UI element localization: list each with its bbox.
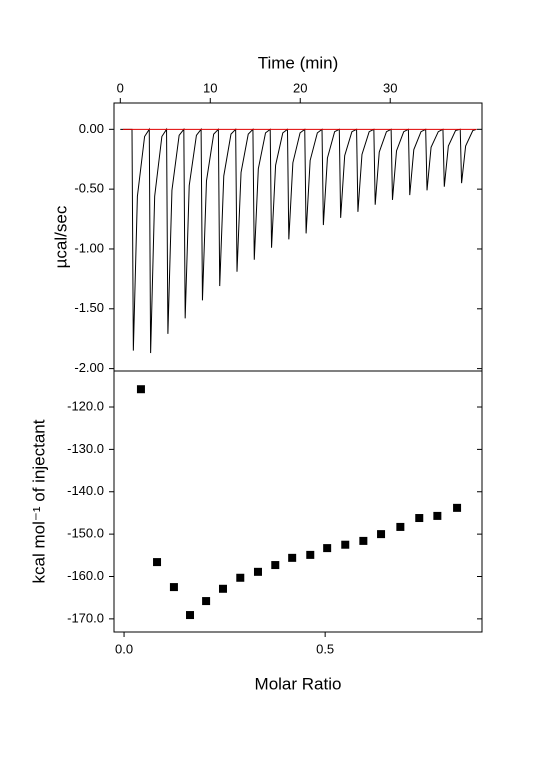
x-tick-label: 0 (117, 80, 124, 95)
point (359, 536, 368, 545)
point (153, 558, 162, 567)
point (453, 503, 462, 512)
point (169, 583, 178, 592)
point (415, 514, 424, 523)
point (136, 385, 145, 394)
point (218, 584, 227, 593)
y-tick-label: -140.0 (67, 483, 104, 498)
point (253, 567, 262, 576)
plot-frame (113, 370, 483, 633)
x-tick-label: 20 (293, 80, 307, 95)
y-tick-label: -2.00 (74, 360, 104, 375)
point (202, 597, 211, 606)
x-tick-label: 30 (383, 80, 397, 95)
y-tick-label: -120.0 (67, 398, 104, 413)
y-tick-label: -0.50 (74, 181, 104, 196)
y-tick-label: -170.0 (67, 610, 104, 625)
y-tick-label: -1.50 (74, 300, 104, 315)
x-tick-label: 0.0 (115, 641, 133, 656)
point (288, 553, 297, 562)
point (271, 561, 280, 570)
x-tick-label: 10 (203, 80, 217, 95)
y-axis-label: kcal mol⁻¹ of injectant (29, 419, 48, 583)
x-axis-label: Molar Ratio (255, 674, 342, 693)
point (377, 530, 386, 539)
y-tick-label: -130.0 (67, 441, 104, 456)
point (323, 544, 332, 553)
point (433, 511, 442, 520)
y-axis-label: µcal/sec (51, 205, 70, 268)
y-tick-label: -150.0 (67, 526, 104, 541)
trace (120, 127, 477, 354)
x-tick-label: 0.5 (316, 641, 334, 656)
y-tick-label: -1.00 (74, 240, 104, 255)
y-tick-label: -160.0 (67, 568, 104, 583)
x-axis-label: Time (min) (258, 53, 339, 72)
point (341, 540, 350, 549)
point (186, 611, 195, 620)
point (396, 522, 405, 531)
point (306, 550, 315, 559)
y-tick-label: 0.00 (79, 121, 104, 136)
point (236, 573, 245, 582)
